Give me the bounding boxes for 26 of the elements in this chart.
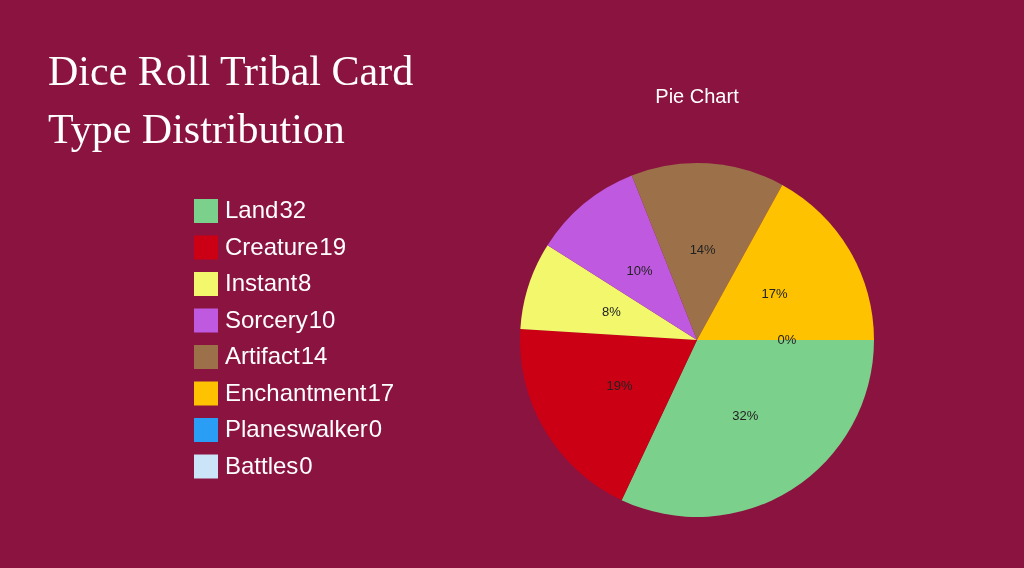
legend-label: Creature	[225, 232, 319, 260]
data-label: 17%	[761, 286, 788, 302]
data-label: 14%	[689, 242, 717, 258]
legend-label: Battles	[225, 451, 299, 479]
chart-title: Dice Roll Tribal Card Type Distribution	[48, 48, 414, 152]
text: 19	[319, 232, 347, 260]
data-label: 10%	[626, 262, 654, 278]
chart-subtitle: Pie Chart	[655, 85, 740, 107]
text: 10	[308, 305, 336, 333]
data-label: 8%	[602, 304, 622, 320]
legend-label: Artifact	[225, 342, 301, 369]
legend-label: Instant	[225, 269, 298, 296]
text: 0	[299, 451, 313, 479]
text: 8	[298, 269, 312, 296]
text: 0	[368, 415, 383, 442]
text: 14	[300, 342, 328, 369]
legend-label: Enchantment	[225, 378, 367, 406]
data-label: 19%	[606, 377, 633, 393]
text: 17	[367, 378, 395, 406]
legend-label: Sorcery	[225, 305, 308, 333]
legend-label: Planeswalker	[225, 415, 368, 442]
legend-label: Land	[225, 196, 279, 223]
text: 0%	[777, 332, 797, 347]
data-label: 32%	[732, 407, 759, 423]
pie-slice	[520, 328, 697, 501]
text: 32	[279, 196, 307, 223]
